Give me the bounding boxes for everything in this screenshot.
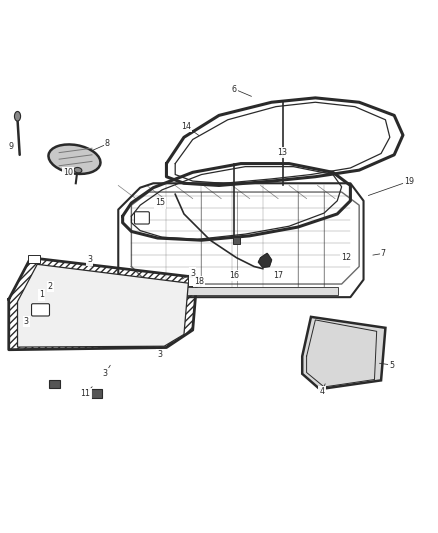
Ellipse shape [74,167,82,173]
FancyBboxPatch shape [91,389,102,398]
FancyBboxPatch shape [32,304,49,316]
Text: 10: 10 [63,168,73,177]
Text: 3: 3 [24,317,29,326]
Text: 13: 13 [278,148,287,157]
Text: 3: 3 [157,351,162,359]
FancyBboxPatch shape [188,278,200,286]
FancyBboxPatch shape [233,237,240,244]
Text: 5: 5 [389,360,395,369]
Text: 7: 7 [381,249,386,258]
Text: 2: 2 [48,282,53,290]
Polygon shape [18,264,188,347]
Polygon shape [302,317,385,389]
FancyBboxPatch shape [28,255,40,263]
Text: 11: 11 [81,389,90,398]
Text: 17: 17 [273,271,283,280]
FancyBboxPatch shape [140,287,338,295]
Text: 18: 18 [194,277,204,286]
FancyBboxPatch shape [49,379,60,388]
Text: 1: 1 [39,290,44,300]
Text: 6: 6 [232,85,237,94]
Text: 3: 3 [102,369,108,378]
Text: 19: 19 [404,176,415,185]
Text: 8: 8 [105,139,110,148]
Text: 3: 3 [87,255,92,264]
Ellipse shape [49,144,100,174]
Text: 9: 9 [8,142,14,150]
Text: 15: 15 [155,198,165,207]
FancyBboxPatch shape [134,212,149,224]
Text: 16: 16 [230,271,239,280]
Polygon shape [258,253,272,268]
Text: 12: 12 [341,253,351,262]
Text: 3: 3 [190,269,195,278]
Text: 14: 14 [181,122,191,131]
Ellipse shape [14,111,21,121]
Text: 4: 4 [319,387,325,396]
